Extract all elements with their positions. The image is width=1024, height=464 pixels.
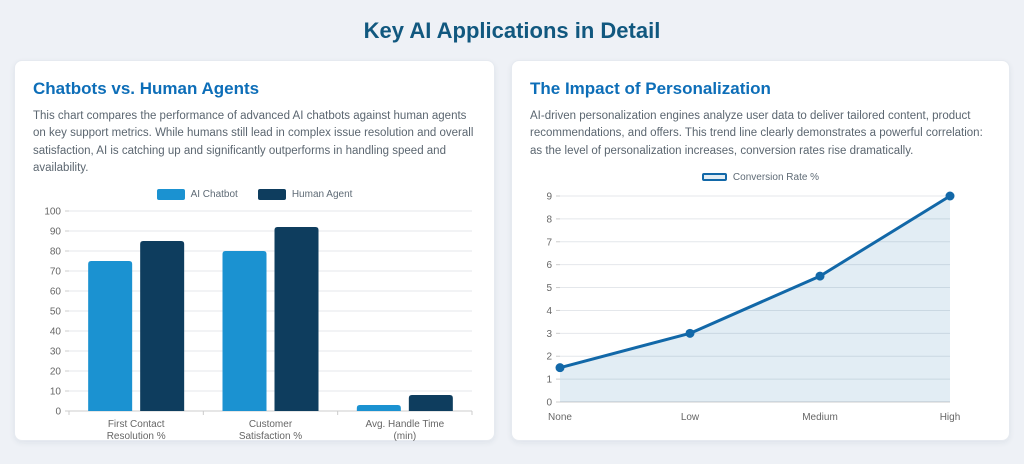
y-tick-label: 0 [546,397,552,408]
personalization-card: The Impact of Personalization AI-driven … [511,60,1010,441]
x-category-label: Avg. Handle Time (min) [365,419,444,442]
x-category-label: Low [681,412,700,423]
x-category-label: First Contact Resolution % [107,419,166,442]
data-point-low[interactable] [685,328,695,338]
bar-human-agent[interactable] [140,241,185,411]
legend-item-conversion-rate[interactable]: Conversion Rate % [701,171,820,183]
conversion-rate-legend-label: Conversion Rate % [732,171,820,183]
y-tick-label: 30 [50,347,62,358]
legend-item-human-agent[interactable]: Human Agent [257,189,353,200]
data-point-high[interactable] [945,191,955,201]
chatbots-card: Chatbots vs. Human Agents This chart com… [14,60,495,442]
bar-human-agent[interactable] [274,227,319,411]
trend-line [559,194,951,369]
personalization-card-description: AI-driven personalization engines analyz… [530,110,983,157]
bar-ai-chatbot[interactable] [222,251,267,411]
x-category-label: High [940,412,961,423]
human-agent-legend-label: Human Agent [291,189,353,200]
y-tick-label: 2 [546,351,552,362]
y-tick-label: 7 [546,237,552,248]
y-tick-label: 5 [546,283,552,294]
page-title: Key AI Applications in Detail [363,18,661,43]
chatbots-card-description: This chart compares the performance of a… [33,110,474,174]
y-tick-label: 90 [50,227,62,238]
y-tick-label: 60 [50,287,62,298]
y-tick-label: 8 [546,214,552,225]
y-tick-label: 70 [50,267,62,278]
line-chart-legend: Conversion Rate % [530,170,991,185]
ai-chatbot-swatch-icon [156,189,185,200]
bar-human-agent[interactable] [408,395,453,411]
human-agent-swatch-icon [257,189,286,200]
y-tick-label: 9 [546,191,552,202]
y-tick-label: 6 [546,260,552,271]
x-category-label: None [548,412,572,423]
y-tick-label: 20 [50,367,62,378]
line-chart: 0 1 2 3 4 5 6 7 8 9 None Low Medium High [546,191,961,423]
area-fill [560,195,950,402]
page: Key AI Applications in Detail Chatbots v… [0,18,1024,442]
y-tick-label: 80 [50,247,62,258]
y-tick-label: 40 [50,327,62,338]
bar-ai-chatbot[interactable] [88,261,133,411]
bar-ai-chatbot[interactable] [356,405,401,411]
x-category-label: Customer Satisfaction % [239,419,302,442]
chatbots-card-title: Chatbots vs. Human Agents [33,79,260,98]
bar-chart: 0 10 20 30 40 50 60 70 80 90 100 First Contact Resol… [44,207,473,442]
ai-chatbot-legend-label: AI Chatbot [190,189,238,200]
cards-row: Chatbots vs. Human Agents This chart com… [0,60,1024,442]
x-category-label: Medium [802,412,838,423]
personalization-card-title: The Impact of Personalization [530,79,771,98]
data-point-none[interactable] [555,362,565,372]
y-tick-label: 100 [44,207,61,218]
y-tick-label: 3 [546,329,552,340]
y-tick-label: 10 [50,387,62,398]
conversion-rate-swatch-icon [701,173,727,182]
bar-chart-legend: AI Chatbot Human Agent [33,187,476,202]
y-tick-label: 1 [546,374,552,385]
y-tick-label: 50 [50,307,62,318]
y-tick-label: 0 [55,407,61,418]
y-tick-label: 4 [546,306,552,317]
data-point-medium[interactable] [815,271,825,281]
legend-item-ai-chatbot[interactable]: AI Chatbot [156,189,238,200]
